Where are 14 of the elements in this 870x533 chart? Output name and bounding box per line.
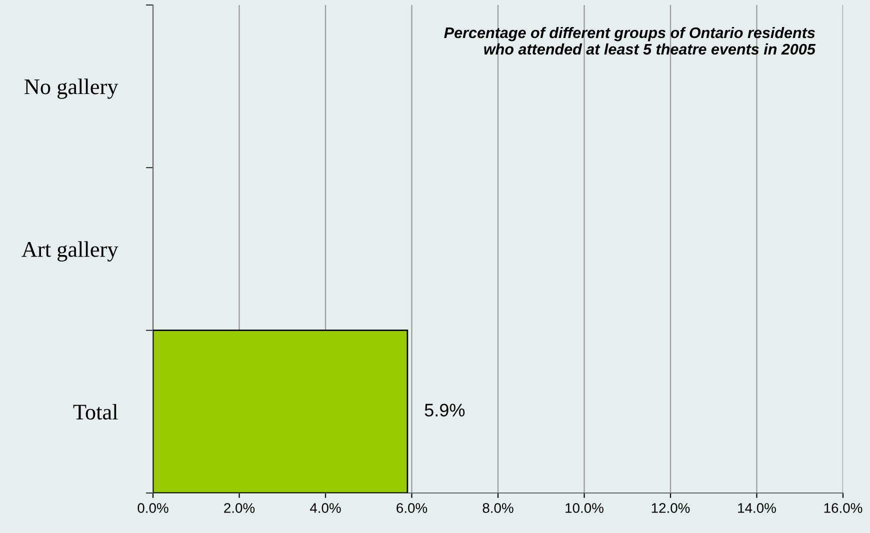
y-tick-label: No gallery (24, 78, 118, 99)
x-tick-label: 4.0% (310, 503, 341, 513)
x-tick-label: 10.0% (566, 503, 604, 513)
x-tick-label: 12.0% (652, 503, 690, 513)
y-tick-label: Total (73, 404, 118, 420)
x-tick-label: 14.0% (738, 503, 776, 513)
y-tick-label: Art gallery (22, 241, 118, 262)
data-label: 5.9% (424, 404, 465, 417)
x-tick-label: 2.0% (224, 503, 255, 513)
x-tick-label: 0.0% (138, 503, 168, 513)
x-tick-label: 6.0% (396, 503, 428, 513)
x-tick-label: 16.0% (824, 503, 862, 513)
text: Percentage of different groups of Ontario residents who attended at least 5 theatre events in 2005 (444, 26, 816, 55)
x-tick-label: 8.0% (482, 503, 514, 513)
